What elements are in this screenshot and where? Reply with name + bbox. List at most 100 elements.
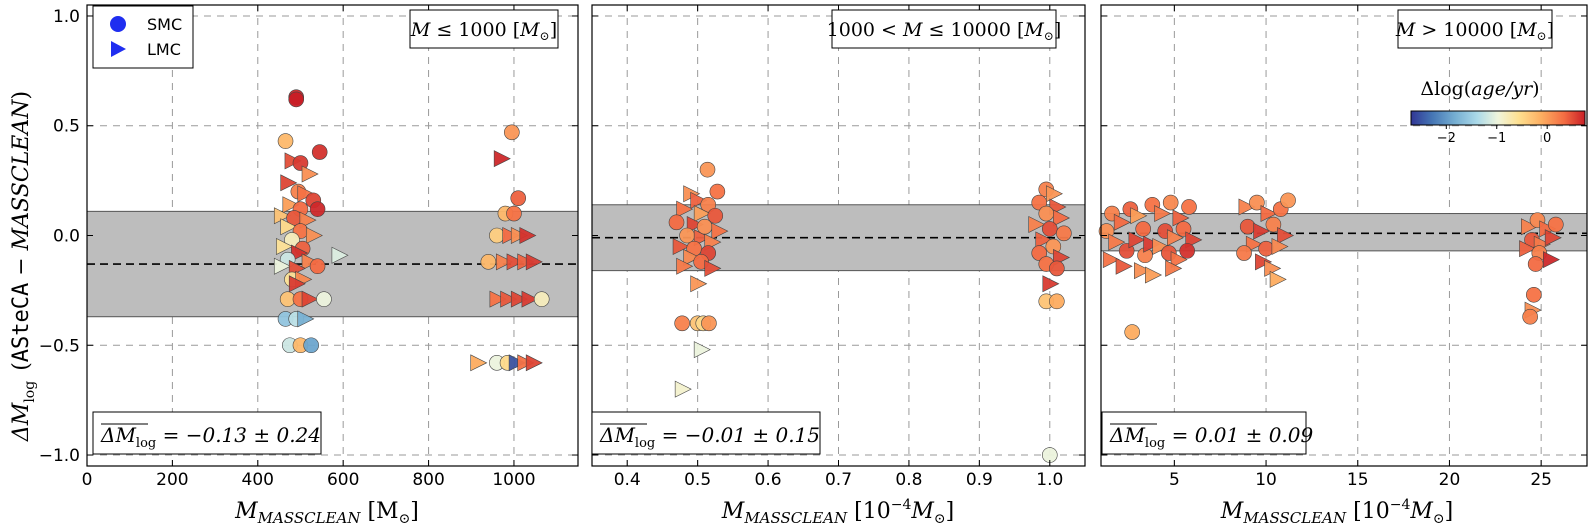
range-label-3: M > 10000 [M⊙] [1395,19,1554,43]
data-point-lmc [1102,251,1120,269]
colorbar: Δlog(age/yr) −2 −1 0 [1410,78,1586,146]
x-axis-label-2: MMASSCLEAN [10−4M⊙] [721,497,954,527]
legend-smc-label: SMC [147,15,182,34]
data-point-lmc [1046,185,1063,203]
data-point-lmc [1028,216,1046,234]
y-label-code: ASteCA [9,283,34,362]
data-point-smc [480,254,497,270]
data-point-lmc [280,218,298,236]
data-point-smc [679,227,695,244]
data-point-smc [1135,221,1151,237]
x-tick-label: 0.7 [825,470,852,490]
data-point-lmc [1165,259,1183,277]
y-axis-label: ΔMlog (ASteCA − MASSCLEAN) [9,91,38,442]
data-point-lmc [301,290,319,308]
x-tick-label: 0 [82,470,93,490]
data-point-lmc [525,354,543,372]
data-point-smc [309,258,326,275]
data-point-smc [1239,218,1256,235]
data-point-lmc [693,205,711,223]
data-point-lmc [510,227,528,244]
data-point-lmc [508,354,526,372]
y-label-minus: − [9,250,34,282]
x-axis-label-1: MMASSCLEAN [M⊙] [234,499,419,527]
y-tick-label: 0.0 [53,227,80,247]
data-point-lmc [517,253,535,271]
data-point-lmc [1519,240,1537,258]
data-point-smc [1526,286,1542,303]
data-point-smc [533,291,550,307]
y-label-open: ( [9,362,34,371]
data-point-lmc [1271,237,1289,255]
x-tick-label: 20 [1439,470,1461,490]
data-point-smc [1179,243,1195,259]
data-point-smc [1056,225,1072,242]
data-point-lmc [280,174,298,192]
colorbar-tick-label: 0 [1543,131,1551,146]
data-point-smc [1181,199,1197,215]
data-point-lmc [1152,237,1170,255]
data-point-lmc [1128,231,1146,249]
range-box-2: 1000 < M ≤ 10000 [M⊙] [827,9,1061,49]
data-point-smc [699,161,716,178]
data-point-smc [1031,194,1048,211]
colorbar-label: Δlog(age/yr) [1420,78,1539,100]
data-point-lmc [1255,253,1273,271]
legend: SMC LMC [92,5,194,69]
data-point-lmc [1108,233,1126,251]
data-point-lmc [305,227,323,244]
legend-lmc-marker [111,41,126,57]
data-point-lmc [510,290,528,308]
legend-box [92,5,194,69]
data-point-smc [1049,293,1065,310]
data-point-smc [489,227,505,244]
data-point-lmc [502,227,520,244]
data-point-lmc [1170,251,1188,269]
y-tick-label: −1.0 [39,446,80,466]
y-label-close: ) [9,91,34,100]
data-point-lmc [1053,209,1071,227]
data-point-smc [277,133,294,149]
data-point-lmc [1134,262,1152,280]
legend-lmc-label: LMC [147,40,181,59]
x-axis-label-3: MMASSCLEAN [10−4M⊙] [1220,497,1453,527]
y-label-sub: log [22,381,38,403]
stat-label-1: ΔMlog = −0.13 ± 0.24 [100,423,321,451]
y-tick-label: 0.5 [53,117,80,137]
data-point-smc [1041,221,1058,237]
data-point-smc [504,124,520,141]
y-tick-label: −0.5 [39,336,80,356]
stat-label-2: ΔMlog = −0.01 ± 0.15 [599,423,820,451]
data-point-smc [1124,324,1140,340]
x-tick-label: 200 [156,470,188,490]
data-point-lmc [693,229,711,247]
data-point-lmc [519,227,537,244]
data-point-lmc [525,253,543,271]
data-point-lmc [690,191,708,209]
range-box-1: M ≤ 1000 [M⊙] [409,9,559,49]
data-point-smc [1049,260,1065,277]
data-point-smc [309,201,326,217]
stat-box-1: ΔMlog = −0.13 ± 0.24 [92,411,322,455]
data-point-lmc [1269,270,1287,288]
data-point-lmc [1245,235,1263,253]
data-point-lmc [288,275,306,293]
data-point-lmc [1521,218,1538,236]
data-point-smc [316,291,332,307]
colorbar-ticks: −2 −1 0 [1437,125,1551,146]
x-tick-label: 0.4 [614,470,641,490]
data-point-lmc [1253,222,1271,240]
x-tick-label: 0.9 [966,470,993,490]
data-point-lmc [1238,198,1256,216]
y-tick-label: 1.0 [53,7,80,27]
points-layer [273,89,1564,463]
data-point-lmc [521,290,539,308]
range-box-3: M > 10000 [M⊙] [1395,9,1554,49]
colorbar-tick-label: −1 [1487,131,1506,146]
data-point-lmc [1544,229,1562,247]
stat-box-3: ΔMlog = 0.01 ± 0.09 [1101,411,1314,455]
legend-smc-marker [110,16,126,32]
x-tick-label: 0.8 [895,470,922,490]
x-tick-label: 800 [412,470,444,490]
